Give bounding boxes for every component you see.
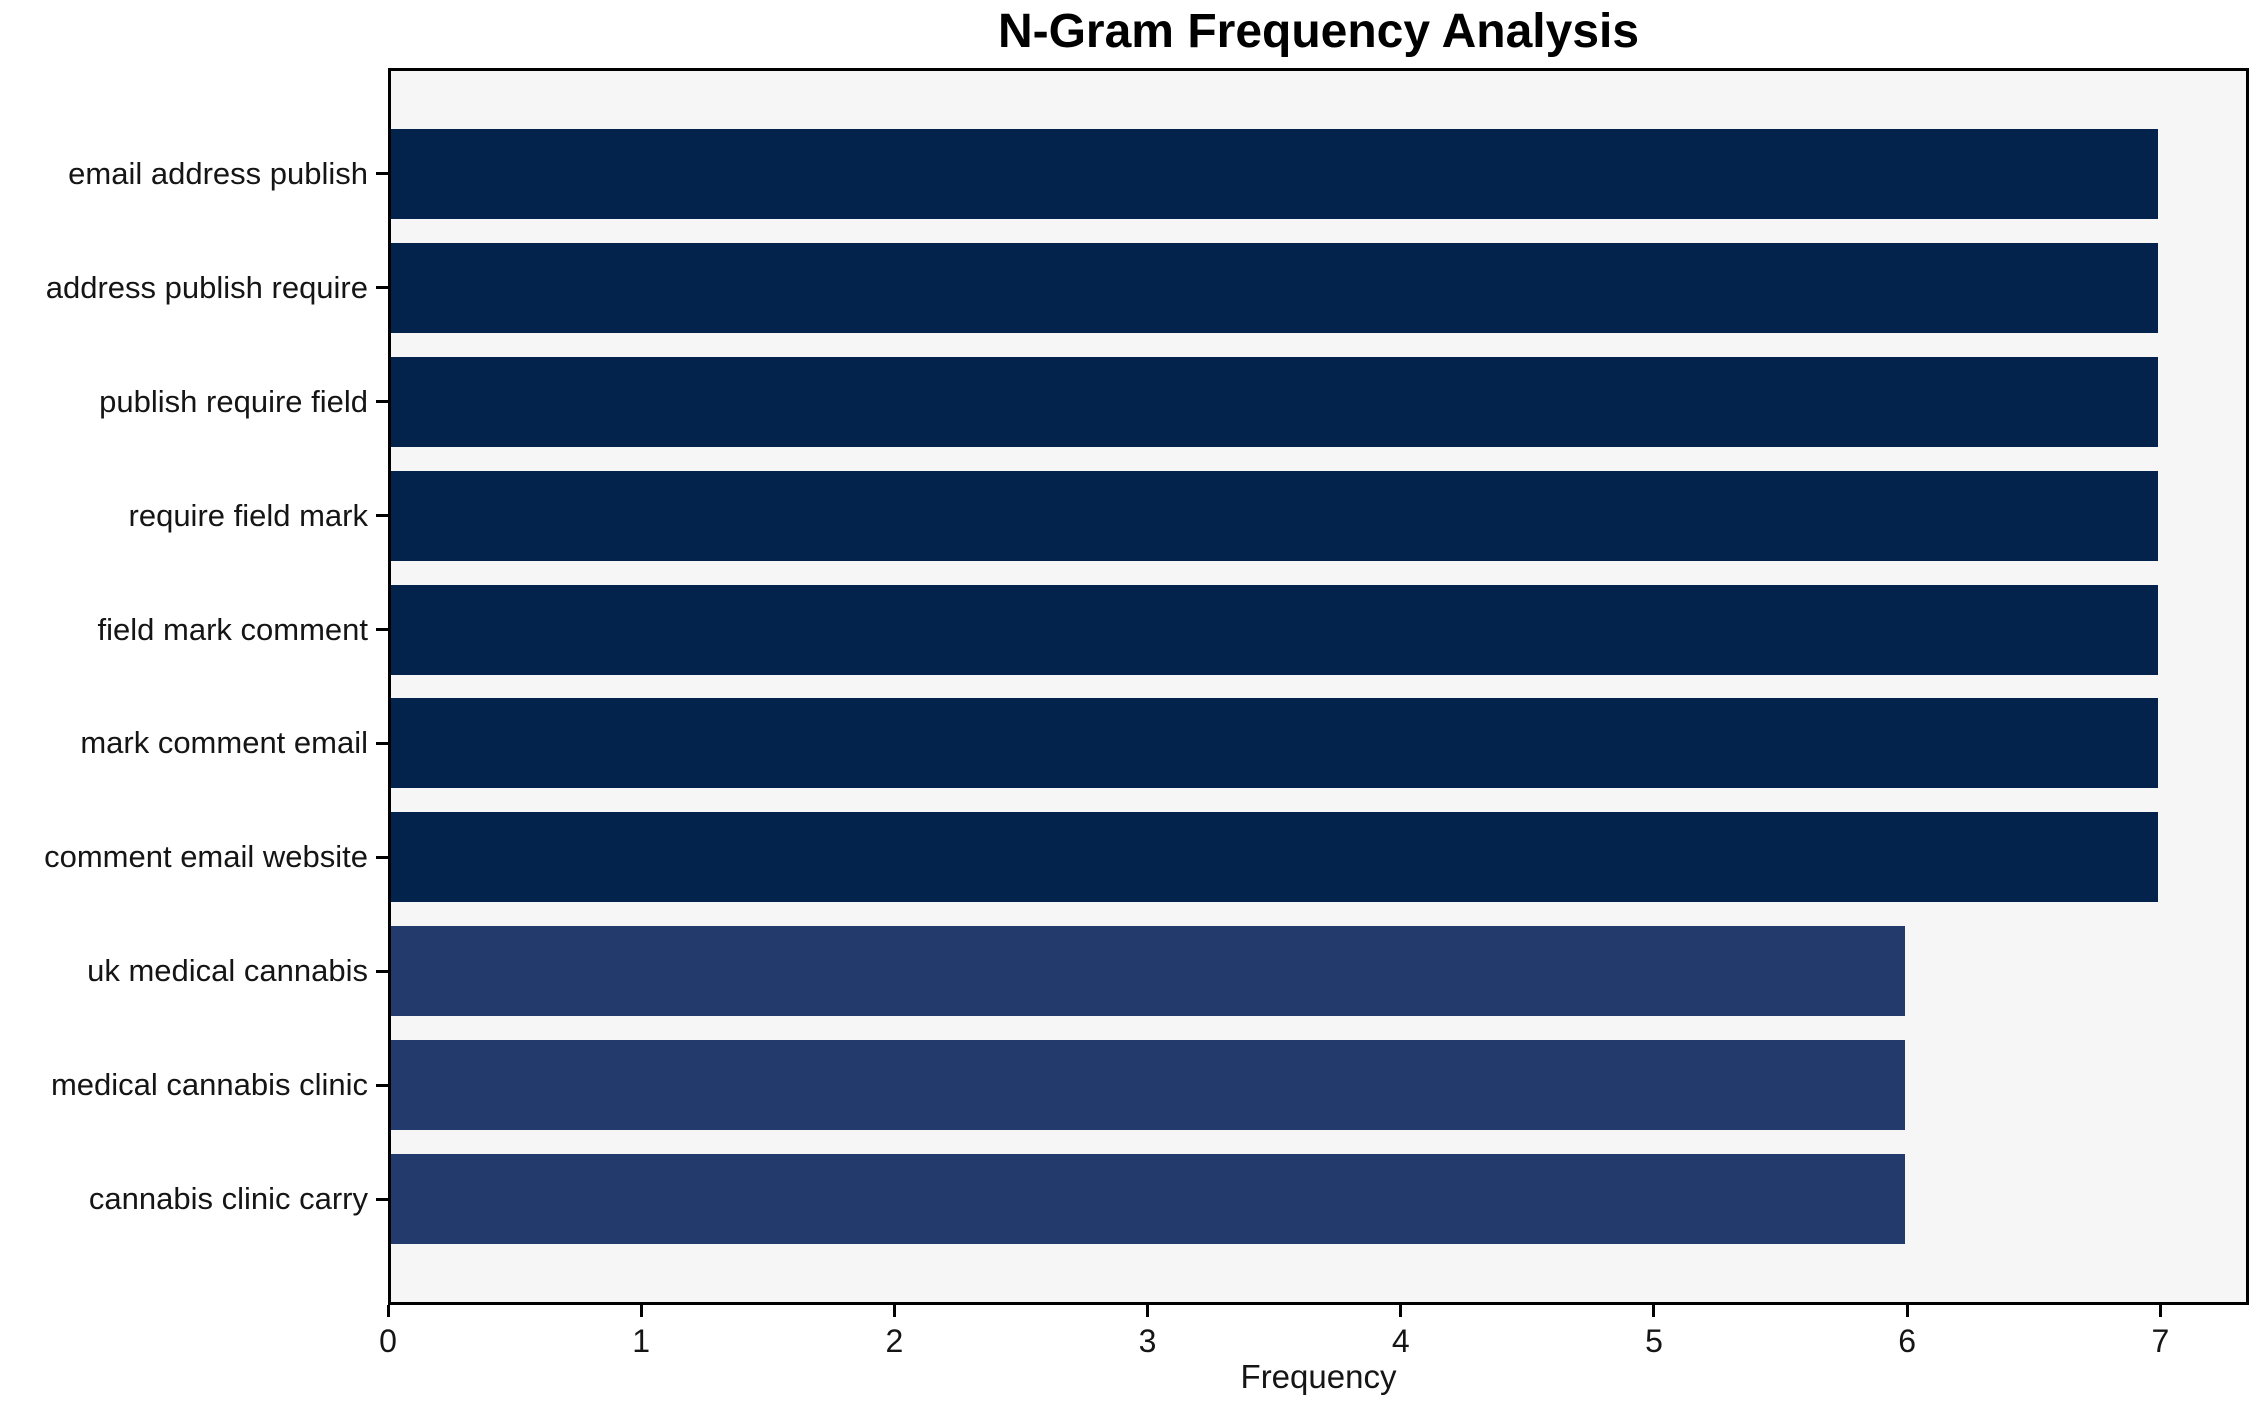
x-tick-label: 6 [1898, 1323, 1917, 1359]
y-tick-label: medical cannabis clinic [50, 1067, 368, 1103]
x-tick-mark [1399, 1305, 1403, 1317]
y-tick-mark [376, 628, 388, 632]
y-tick-label: require field mark [128, 497, 368, 533]
x-tick-mark [1146, 1305, 1150, 1317]
y-tick-label: cannabis clinic carry [88, 1181, 368, 1217]
y-tick-label: mark comment email [80, 725, 368, 761]
x-tick-label: 2 [885, 1323, 904, 1359]
y-tick-label: comment email website [44, 839, 368, 875]
x-tick-label: 3 [1138, 1323, 1157, 1359]
y-tick-label: publish require field [99, 383, 368, 419]
y-tick-mark [376, 1197, 388, 1201]
x-tick-mark [1905, 1305, 1909, 1317]
y-tick-mark [376, 1083, 388, 1087]
y-tick-label: uk medical cannabis [87, 953, 368, 989]
x-tick-mark [1652, 1305, 1656, 1317]
x-tick-label: 4 [1391, 1323, 1410, 1359]
bar-require-field-mark [391, 470, 2158, 561]
y-tick-label: field mark comment [97, 611, 368, 647]
y-tick-mark [376, 741, 388, 745]
bar-mark-comment-email [391, 698, 2158, 789]
y-tick-label: address publish require [45, 269, 368, 305]
bar-comment-email-website [391, 812, 2158, 903]
x-axis-label: Frequency [1240, 1358, 1397, 1395]
bar-cannabis-clinic-carry [391, 1154, 1906, 1245]
y-tick-mark [376, 400, 388, 404]
x-tick-mark [2158, 1305, 2162, 1317]
x-tick-label: 5 [1645, 1323, 1663, 1359]
bar-medical-cannabis-clinic [391, 1040, 1906, 1131]
bar-publish-require-field [391, 356, 2158, 447]
y-tick-mark [376, 855, 388, 859]
x-tick-label: 1 [632, 1323, 651, 1359]
bar-field-mark-comment [391, 584, 2158, 675]
bar-uk-medical-cannabis [391, 926, 1906, 1017]
x-tick-mark [639, 1305, 643, 1317]
y-tick-mark [376, 969, 388, 973]
x-tick-label: 0 [379, 1323, 397, 1359]
plot-area [388, 68, 2249, 1305]
x-tick-mark [892, 1305, 896, 1317]
y-tick-mark [376, 286, 388, 290]
x-tick-label: 7 [2151, 1323, 2170, 1359]
bar-address-publish-require [391, 242, 2158, 333]
y-tick-mark [376, 172, 388, 176]
bar-email-address-publish [391, 128, 2158, 219]
y-tick-label: email address publish [68, 155, 368, 191]
y-tick-mark [376, 514, 388, 518]
chart-title: N-Gram Frequency Analysis [997, 5, 1640, 58]
x-tick-mark [386, 1305, 390, 1317]
